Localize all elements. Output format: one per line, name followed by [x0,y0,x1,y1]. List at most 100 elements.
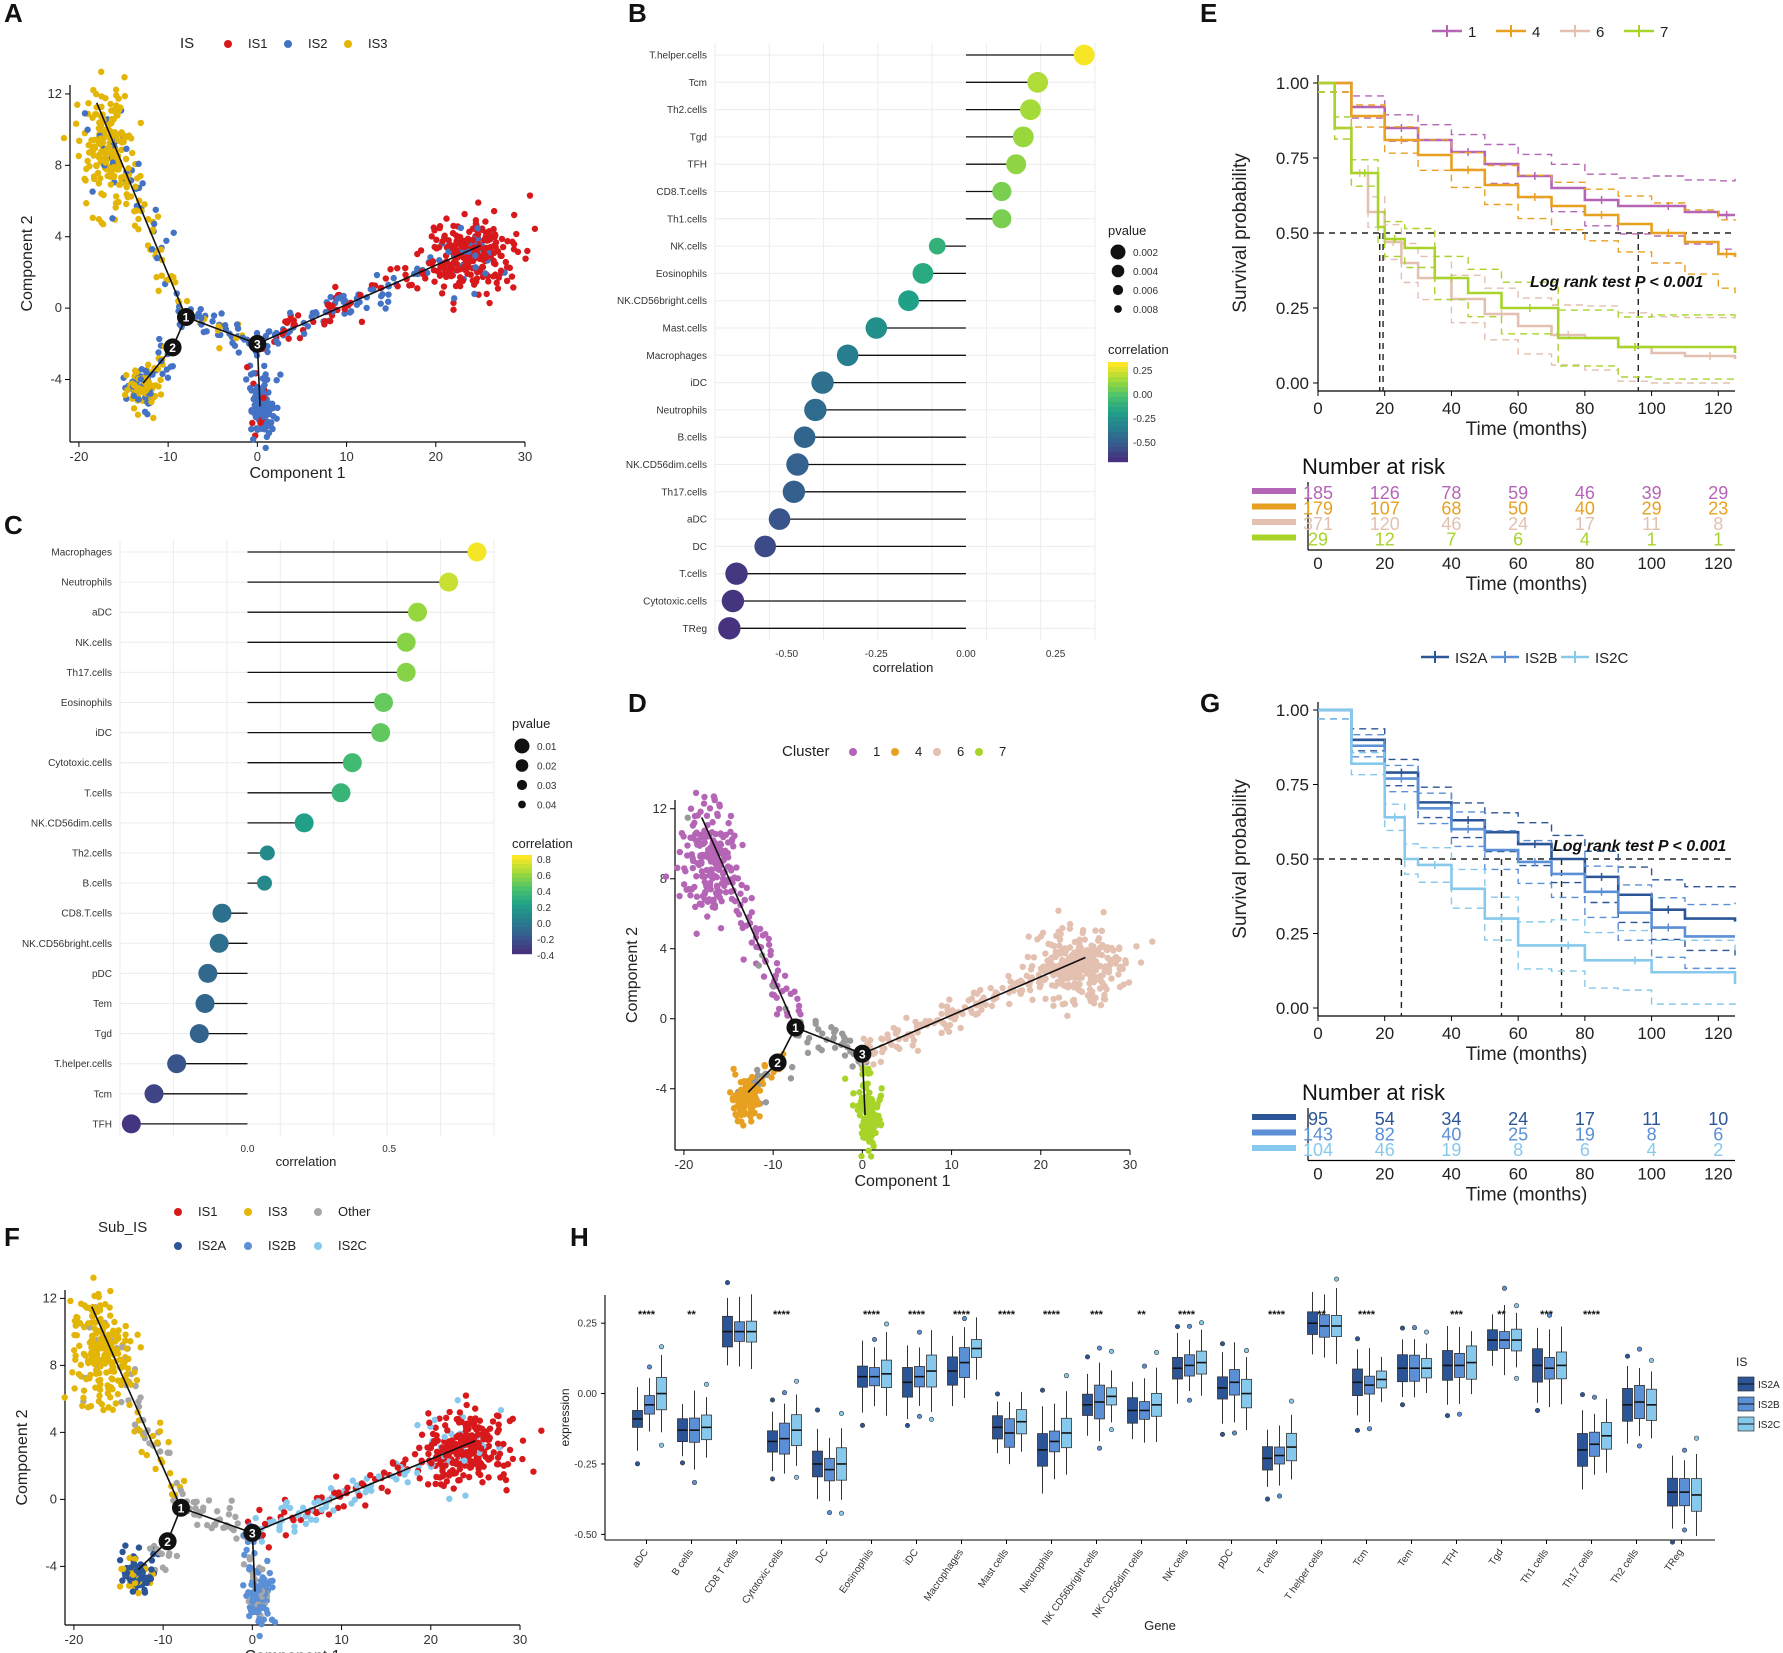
data-point [75,1370,83,1378]
data-point [135,1589,142,1597]
data-point [114,1390,122,1398]
risk-value: 19 [1575,1125,1595,1145]
data-point [123,1345,131,1352]
data-point [472,1415,479,1422]
risk-value: 25 [1508,1125,1528,1145]
category-label: Tgd [95,1029,112,1040]
data-point [116,1556,124,1564]
data-point [710,793,718,800]
data-point [513,230,520,238]
risk-value: 1 [1713,530,1723,550]
data-point [113,112,121,119]
data-point [273,338,280,345]
data-point [255,1587,263,1594]
data-point [1097,1001,1105,1009]
data-point [96,1392,103,1400]
data-point [775,1005,783,1013]
x-tick-label: -0.25 [865,649,888,660]
data-point [107,1394,114,1401]
data-point [121,74,128,81]
lollipop-dot [836,344,859,367]
data-point [1079,927,1087,934]
data-point [95,1398,103,1405]
data-point [500,1471,507,1478]
trajectory-line [795,1026,863,1055]
data-point [708,866,715,873]
data-point [225,1511,233,1518]
data-point [97,68,105,76]
data-point [134,411,142,418]
outlier [838,1510,844,1516]
data-point [353,1482,361,1489]
risk-value: 40 [1441,1125,1461,1145]
data-point [490,207,498,215]
risk-value: 6 [1713,1125,1723,1145]
y-tick-label: 0 [50,1491,57,1506]
data-point [508,273,516,280]
data-point [495,1426,502,1433]
lollipop-dot [198,963,218,983]
panel-label: B [628,0,647,28]
data-point [1057,930,1064,938]
risk-value: 29 [1708,483,1728,503]
outlier [1187,1397,1193,1403]
data-point [445,248,452,255]
data-point [296,334,304,342]
data-point [147,390,154,397]
risk-value: 59 [1508,483,1528,503]
x-tick-label: Th2 cells [1609,1547,1641,1586]
data-point [439,1444,446,1451]
data-point [183,297,191,305]
data-point [740,1122,747,1129]
significance-label: **** [953,1309,971,1321]
y-tick-label: 0 [660,1011,667,1026]
category-label: pDC [92,969,112,980]
risk-value: 24 [1508,1109,1528,1129]
data-point [72,120,80,127]
outlier [838,1410,844,1416]
data-point [233,321,241,328]
outlier [1289,1398,1295,1404]
data-point [676,892,683,900]
x-tick-label: 20 [1375,1024,1394,1043]
significance-label: **** [1043,1309,1061,1321]
data-point [506,1446,514,1454]
data-point [325,1511,333,1518]
data-point [1149,938,1156,945]
data-point [130,405,138,412]
data-point [83,200,90,207]
data-point [358,1480,366,1487]
data-point [706,805,714,812]
data-point [341,310,348,317]
legend-label: IS2B [1525,650,1558,667]
data-point [449,265,456,272]
data-point [76,1320,84,1327]
data-point [1035,979,1043,986]
data-point [79,1402,86,1410]
risk-x-tick-label: 120 [1704,554,1732,573]
data-point [436,224,443,232]
data-point [153,254,161,262]
data-point [89,214,96,222]
category-label: T.helper.cells [54,1059,112,1070]
data-point [452,1469,459,1477]
data-point [115,1327,122,1334]
data-point [384,1488,391,1495]
panel-a: AIS IS1 IS2 IS3-20 -10 0 10 20 3012840-4Componen… [4,0,539,482]
data-point [154,213,162,220]
legend-label: IS2C [1758,1420,1780,1431]
category-label: T.helper.cells [649,51,707,62]
x-tick-label: NK CD56dim cells [1090,1547,1146,1620]
data-point [1099,979,1106,986]
data-point [873,1102,880,1109]
x-tick-label: 100 [1637,399,1665,418]
data-point [131,1421,139,1428]
data-point [411,1450,419,1458]
size-legend-title: pvalue [512,716,550,731]
data-point [1096,985,1104,992]
trajectory-node-label: 2 [164,1535,171,1549]
size-legend-label: 0.01 [537,742,557,753]
color-legend-bar [512,882,532,887]
data-point [767,947,774,955]
